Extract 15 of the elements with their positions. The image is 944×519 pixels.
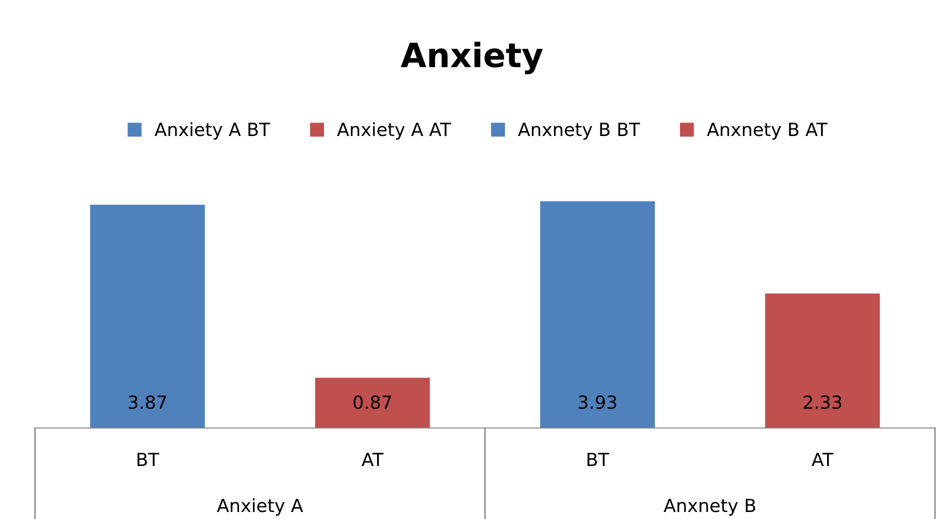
data-label: 3.87 — [128, 395, 166, 410]
legend-label: Anxnety B AT — [706, 122, 828, 140]
chart-title: Anxiety — [400, 42, 543, 74]
data-label: 0.87 — [354, 395, 392, 410]
x-tick-label: BT — [138, 452, 160, 466]
legend-label: Anxiety A AT — [337, 122, 452, 140]
x-tick-label: AT — [812, 452, 834, 466]
x-tick-label: BT — [588, 452, 610, 466]
legend-label: Anxnety B BT — [518, 122, 640, 140]
data-label: 3.93 — [578, 395, 616, 410]
data-label: 2.33 — [804, 395, 842, 410]
text: Anxiety A — [216, 498, 304, 516]
x-tick-label: AT — [362, 452, 384, 466]
text: Anxnety B — [664, 498, 756, 516]
legend-label: Anxiety A BT — [154, 122, 270, 140]
